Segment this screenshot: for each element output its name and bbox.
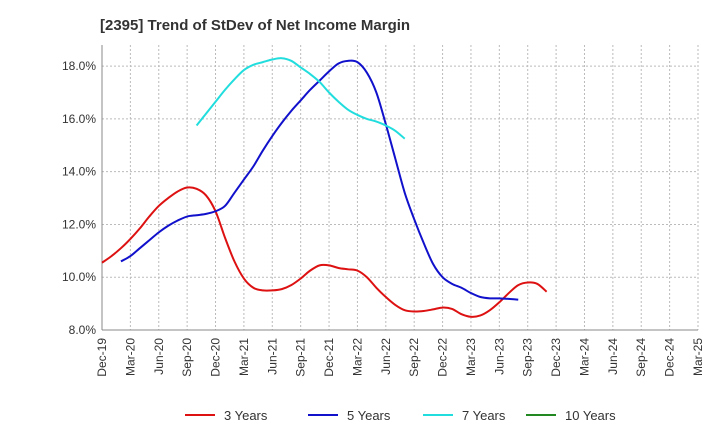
- x-tick-label: Dec-24: [663, 338, 677, 377]
- legend: 3 Years 5 Years 7 Years 10 Years: [185, 408, 616, 423]
- x-tick-label: Dec-21: [322, 338, 336, 377]
- x-tick-label: Jun-24: [606, 338, 620, 375]
- y-tick-label: 12.0%: [62, 217, 96, 231]
- x-tick-label: Mar-21: [237, 338, 251, 376]
- x-tick-label: Dec-23: [549, 338, 563, 377]
- y-tick-label: 8.0%: [69, 323, 97, 337]
- x-tick-label: Mar-23: [464, 338, 478, 376]
- legend-label-3-years: 3 Years: [224, 408, 268, 423]
- x-tick-label: Sep-22: [407, 338, 421, 377]
- x-tick-label: Sep-23: [521, 338, 535, 377]
- x-tick-label: Jun-21: [265, 338, 279, 375]
- chart-title: [2395] Trend of StDev of Net Income Marg…: [100, 17, 410, 34]
- series-line-7-years: [195, 57, 406, 140]
- legend-label-10-years: 10 Years: [565, 408, 616, 423]
- x-tick-label: Dec-20: [209, 338, 223, 377]
- x-tick-label: Jun-20: [152, 338, 166, 375]
- x-tick-label: Mar-24: [577, 338, 591, 376]
- x-tick-label: Jun-22: [379, 338, 393, 375]
- y-tick-label: 10.0%: [62, 270, 96, 284]
- grid-lines: [101, 45, 699, 331]
- x-tick-label: Sep-24: [634, 338, 648, 377]
- x-tick-label: Jun-23: [492, 338, 506, 375]
- legend-label-7-years: 7 Years: [462, 408, 506, 423]
- x-tick-label: Mar-22: [350, 338, 364, 376]
- x-tick-label: Mar-25: [691, 338, 705, 376]
- series-line-3-years: [101, 186, 548, 318]
- x-tick-label: Sep-21: [294, 338, 308, 377]
- axes: 8.0% 10.0% 12.0% 14.0% 16.0% 18.0% Dec-19 Mar-2…: [62, 45, 705, 377]
- x-tick-label: Dec-19: [95, 338, 109, 377]
- x-tick-label: Dec-22: [436, 338, 450, 377]
- x-tick-label: Mar-20: [123, 338, 137, 376]
- y-tick-label: 16.0%: [62, 112, 96, 126]
- y-tick-label: 14.0%: [62, 165, 96, 179]
- y-tick-label: 18.0%: [62, 59, 96, 73]
- x-tick-label: Sep-20: [180, 338, 194, 377]
- series-lines: [101, 57, 548, 318]
- legend-label-5-years: 5 Years: [347, 408, 391, 423]
- series-line-5-years: [120, 59, 519, 301]
